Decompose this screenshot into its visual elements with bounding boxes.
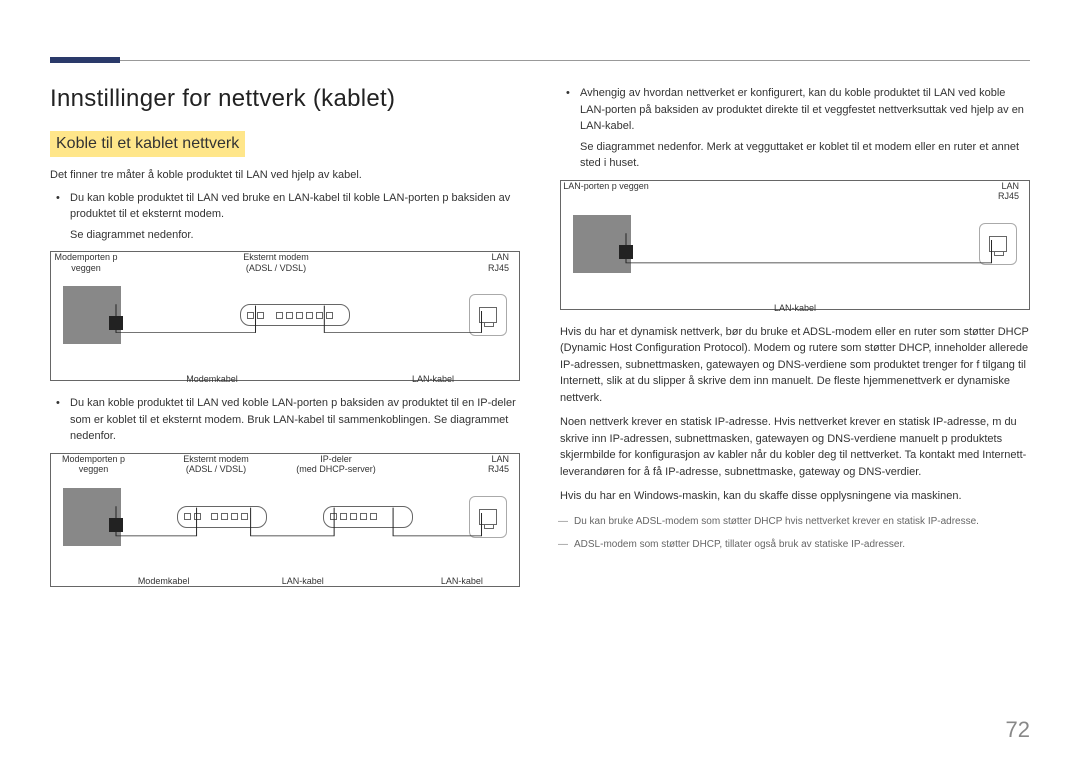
- right-para-3: Hvis du har en Windows-maskin, kan du sk…: [560, 488, 1030, 505]
- heading-main: Innstillinger for nettverk (kablet): [50, 85, 520, 113]
- right-bullet-list: Avhengig av hvordan nettverket er konfig…: [560, 85, 1030, 172]
- rj45-icon-3: [979, 223, 1017, 265]
- diag1-lancable-label: LAN-kabel: [285, 374, 511, 384]
- wall-port-icon-3: [573, 215, 631, 273]
- diagram-2: Modemporten p veggen Eksternt modem (ADS…: [50, 453, 520, 587]
- right-para-2: Noen nettverk krever en statisk IP-adres…: [560, 414, 1030, 480]
- diag2-modemcable-label: Modemkabel: [59, 576, 208, 586]
- diag2-lan-label: LAN: [491, 454, 509, 464]
- diag2-wall-label: Modemporten p veggen: [51, 454, 136, 476]
- left-bullet-1-sub: Se diagrammet nedenfor.: [70, 227, 520, 244]
- right-bullet-1-sub: Se diagrammet nedenfor. Merk at veggutta…: [580, 139, 1030, 172]
- header-line: [50, 60, 1030, 61]
- diag1-modemcable-label: Modemkabel: [59, 374, 285, 384]
- diagram-3: LAN-porten p veggen LAN RJ45 LAN-kabel: [560, 180, 1030, 310]
- dash-note-2: ADSL-modem som støtter DHCP, tillater og…: [574, 536, 1030, 553]
- diag1-modem-label: Eksternt modem: [243, 252, 309, 262]
- modem-icon: [240, 304, 350, 326]
- diag1-lan-label: LAN: [491, 252, 509, 262]
- content-columns: Innstillinger for nettverk (kablet) Kobl…: [50, 85, 1030, 601]
- diag1-wall-label: Modemporten p veggen: [51, 252, 121, 274]
- intro-text: Det finner tre måter å koble produktet t…: [50, 167, 520, 184]
- right-column: Avhengig av hvordan nettverket er konfig…: [560, 85, 1030, 601]
- wall-port-icon-2: [63, 488, 121, 546]
- diag2-modem-label: Eksternt modem: [183, 454, 249, 464]
- left-column: Innstillinger for nettverk (kablet) Kobl…: [50, 85, 520, 601]
- diag2-lancable-label-1: LAN-kabel: [208, 576, 357, 586]
- dash-note-1: Du kan bruke ADSL-modem som støtter DHCP…: [574, 513, 1030, 530]
- page-number: 72: [1006, 717, 1030, 743]
- rj45-icon: [469, 294, 507, 336]
- rj45-icon-2: [469, 496, 507, 538]
- wall-port-icon: [63, 286, 121, 344]
- heading-sub: Koble til et kablet nettverk: [50, 131, 245, 157]
- diagram-1: Modemporten p veggen Eksternt modem (ADS…: [50, 251, 520, 381]
- dash-list: Du kan bruke ADSL-modem som støtter DHCP…: [560, 513, 1030, 553]
- diag3-lan-label: LAN: [1001, 181, 1019, 191]
- diag2-ip-label: IP-deler: [320, 454, 352, 464]
- left-bullet-1: Du kan koble produktet til LAN ved bruke…: [70, 190, 520, 244]
- right-bullet-1: Avhengig av hvordan nettverket er konfig…: [580, 85, 1030, 172]
- right-para-1: Hvis du har et dynamisk nettverk, bør du…: [560, 324, 1030, 407]
- left-bullet-list-2: Du kan koble produktet til LAN ved koble…: [50, 395, 520, 445]
- left-bullet-list: Du kan koble produktet til LAN ved bruke…: [50, 190, 520, 244]
- diag3-lancable-label: LAN-kabel: [569, 303, 1021, 313]
- left-bullet-2: Du kan koble produktet til LAN ved koble…: [70, 395, 520, 445]
- diag3-wall-label: LAN-porten p veggen: [561, 181, 651, 203]
- accent-bar: [50, 57, 120, 63]
- modem-icon-2: [177, 506, 267, 528]
- diag2-lancable-label-2: LAN-kabel: [357, 576, 506, 586]
- ip-sharer-icon: [323, 506, 413, 528]
